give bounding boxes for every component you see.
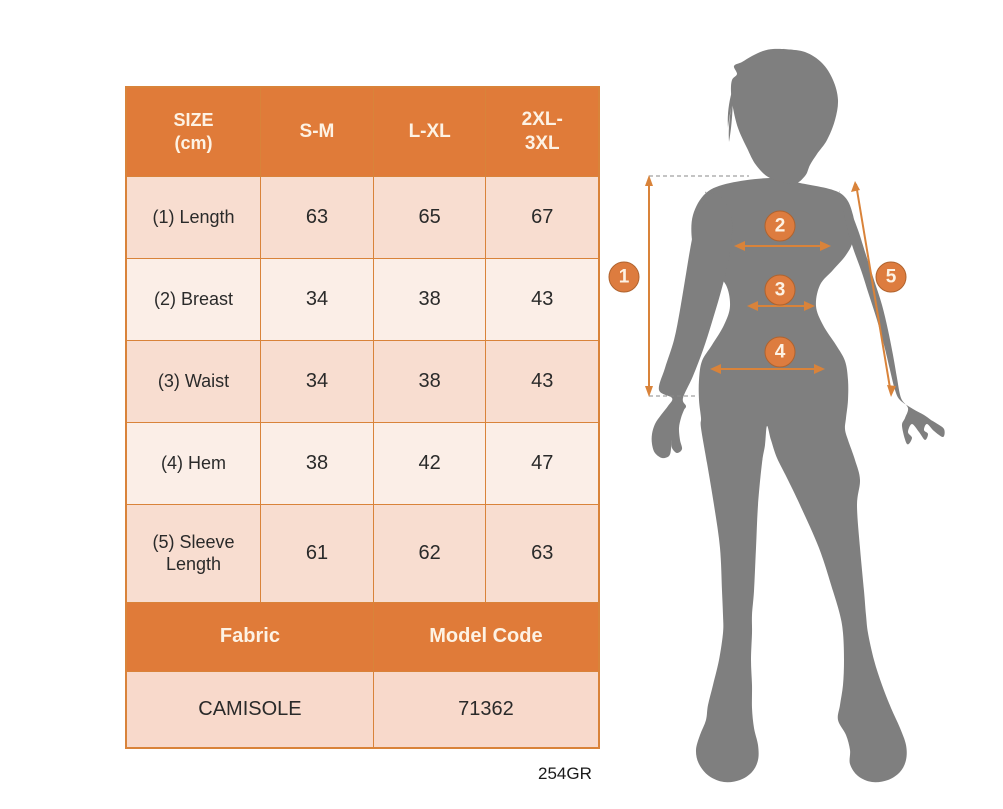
svg-text:1: 1 [619,267,630,288]
svg-text:5: 5 [886,267,897,288]
svg-text:3: 3 [775,280,786,301]
svg-text:2: 2 [775,216,786,237]
svg-text:4: 4 [775,342,786,363]
